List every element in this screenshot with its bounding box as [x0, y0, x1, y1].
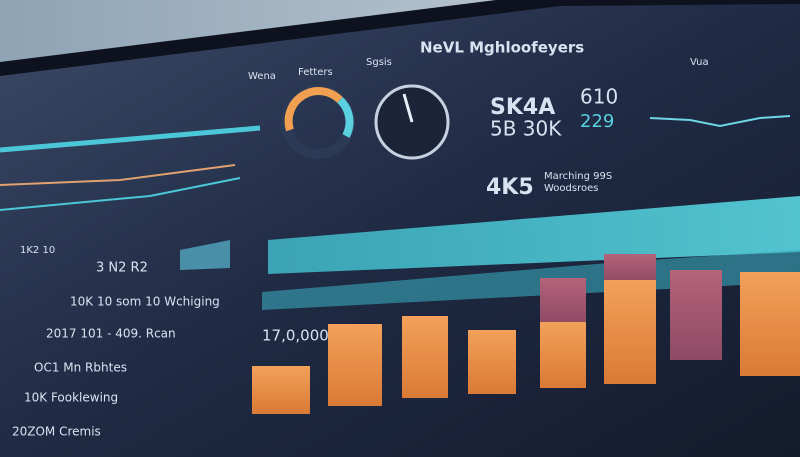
nav-item: Wena: [248, 71, 276, 82]
title: NeVL Mghloofeyers: [420, 39, 584, 57]
bar: [740, 272, 800, 376]
bar: [604, 254, 656, 282]
list-item: 20ZOM Cremis: [12, 425, 101, 439]
left-header: 1K2 10: [20, 245, 55, 256]
nav-item: Fetters: [298, 67, 333, 78]
bars: [252, 254, 800, 414]
trend-line: [0, 177, 241, 211]
bar: [402, 316, 448, 398]
list-item: 2017 101 - 409. Rcan: [46, 327, 176, 341]
stat-value: 4K5: [486, 175, 534, 200]
trend-line: [0, 164, 236, 186]
kpi-sub: 229: [580, 111, 614, 132]
kpi-value: SK4A: [490, 95, 555, 120]
gauge-arc: [284, 87, 343, 132]
bar: [540, 278, 586, 324]
bar: [328, 324, 382, 406]
bar: [468, 330, 516, 394]
left-tag: 3 N2 R2: [96, 261, 148, 276]
panel-block: [180, 240, 230, 270]
kpi-value: 610: [580, 85, 618, 109]
list-item: OC1 Mn Rbhtes: [34, 361, 127, 375]
bar: [604, 280, 656, 384]
nav-item: Sgsis: [366, 57, 392, 68]
bar: [670, 270, 722, 360]
bar: [540, 322, 586, 388]
gauge-needle: [402, 93, 414, 123]
kpi-sub: 5B 30K: [490, 117, 562, 141]
gauge-arc: [337, 97, 354, 138]
chart-label: 17,0,000: [262, 327, 329, 345]
list-item: 10K Fooklewing: [24, 391, 118, 405]
bar: [252, 366, 310, 414]
stat-sublabel: Woodsroes: [544, 183, 598, 194]
side-label: Vua: [690, 57, 709, 68]
list-item: 10K 10 som 10 Wchiging: [70, 295, 220, 309]
stat-label: Marching 99S: [544, 171, 612, 182]
sparkline: [649, 115, 791, 128]
area-band: [268, 196, 800, 274]
bezel: [0, 0, 800, 76]
area-band: [262, 250, 800, 310]
trend-line: [0, 125, 261, 153]
